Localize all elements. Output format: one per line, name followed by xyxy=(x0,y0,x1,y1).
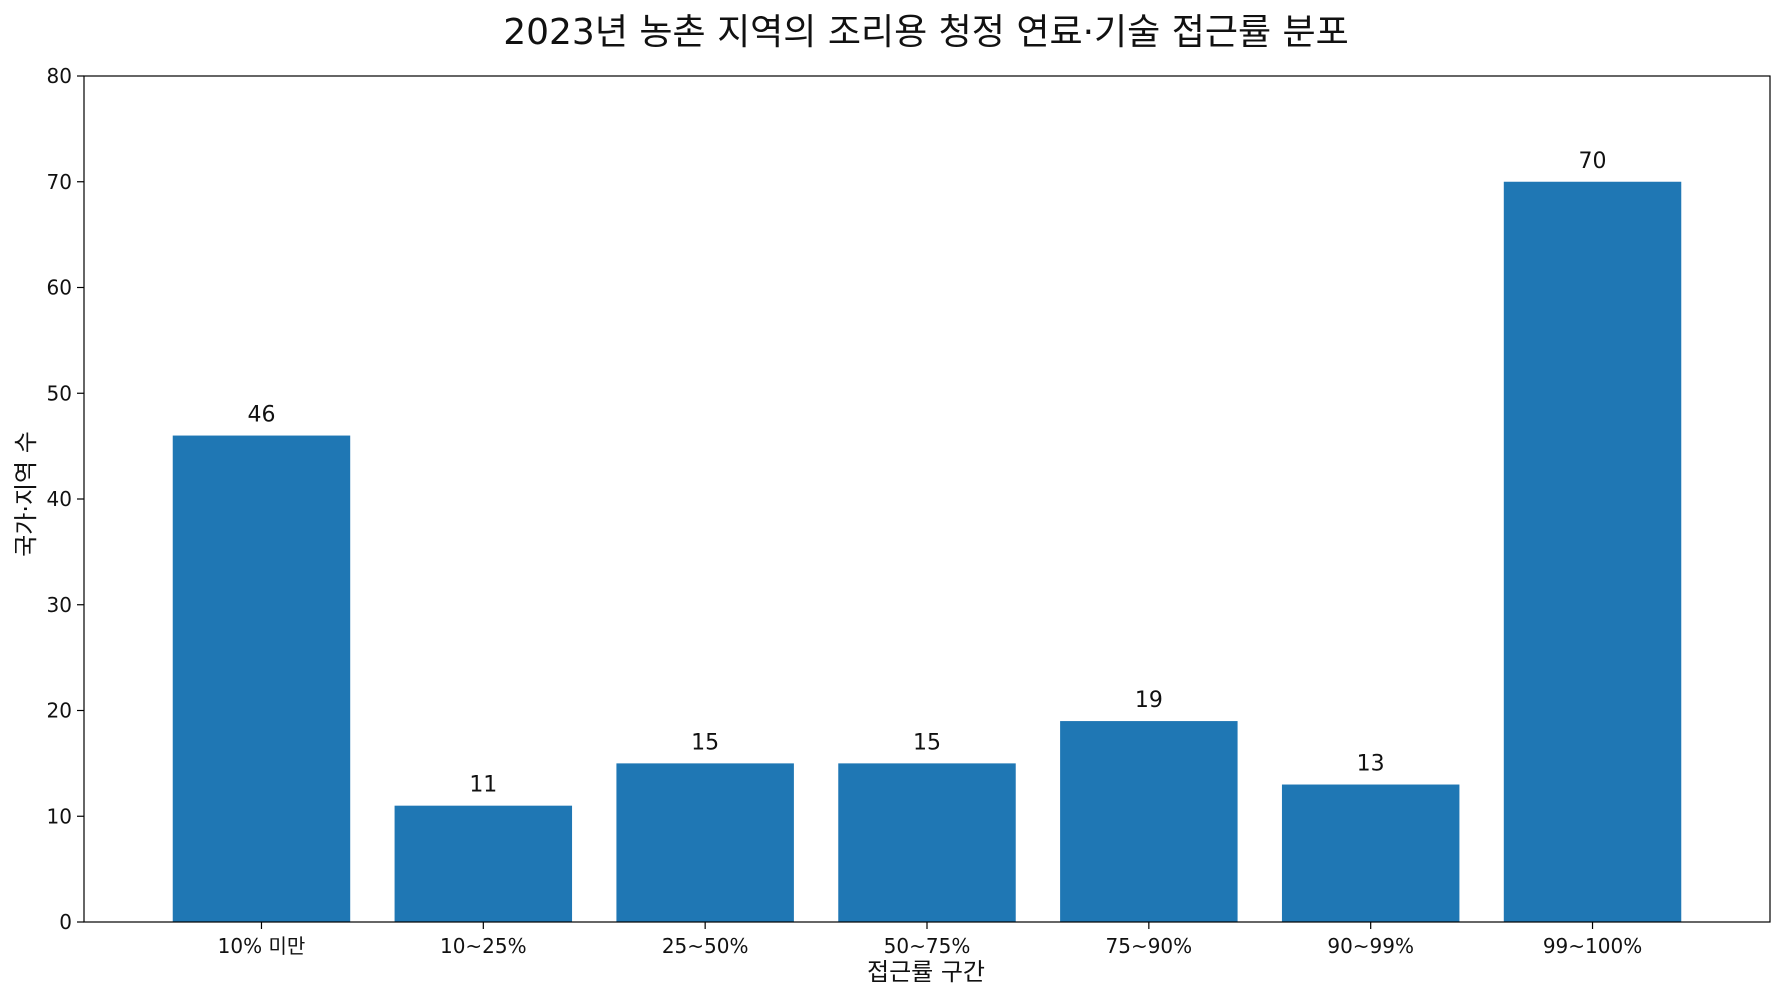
y-tick-label: 0 xyxy=(59,910,72,934)
x-tick-label: 10% 미만 xyxy=(218,934,306,958)
y-tick-label: 70 xyxy=(47,170,72,194)
x-axis-label: 접근률 구간 xyxy=(867,958,985,986)
bar xyxy=(172,435,351,922)
y-tick-label: 40 xyxy=(47,487,72,511)
bar-value-label: 15 xyxy=(691,730,719,755)
bar xyxy=(1060,721,1238,922)
bar xyxy=(1281,784,1460,922)
bar-value-label: 19 xyxy=(1135,688,1163,713)
bar xyxy=(616,763,794,922)
bar-value-label: 70 xyxy=(1579,149,1607,174)
x-tick-label: 50~75% xyxy=(884,934,971,958)
y-tick-label: 20 xyxy=(47,699,72,723)
x-tick-label: 75~90% xyxy=(1106,934,1193,958)
x-tick-label: 10~25% xyxy=(440,934,527,958)
bar-value-label: 11 xyxy=(469,773,497,798)
x-tick-label: 90~99% xyxy=(1327,934,1414,958)
y-tick-label: 50 xyxy=(47,381,72,405)
y-tick-label: 10 xyxy=(47,804,72,828)
y-tick-label: 60 xyxy=(47,276,72,300)
bar-value-label: 15 xyxy=(913,730,941,755)
bar xyxy=(394,805,573,922)
y-tick-label: 30 xyxy=(47,593,72,617)
y-tick-label: 80 xyxy=(47,64,72,88)
chart-title: 2023년 농촌 지역의 조리용 청정 연료·기술 접근률 분포 xyxy=(503,12,1349,53)
bar-value-label: 46 xyxy=(247,403,275,428)
y-axis-label: 국가·지역 수 xyxy=(12,431,40,557)
bar-value-label: 13 xyxy=(1357,752,1385,777)
bar xyxy=(1503,181,1682,922)
plot-area: 46 11 15 15 19 13 70 0 10 20 30 40 50 60 70 80 10% 미만 10~… xyxy=(47,64,1771,958)
bar xyxy=(838,763,1016,922)
x-tick-label: 25~50% xyxy=(662,934,749,958)
x-tick-label: 99~100% xyxy=(1543,934,1642,958)
